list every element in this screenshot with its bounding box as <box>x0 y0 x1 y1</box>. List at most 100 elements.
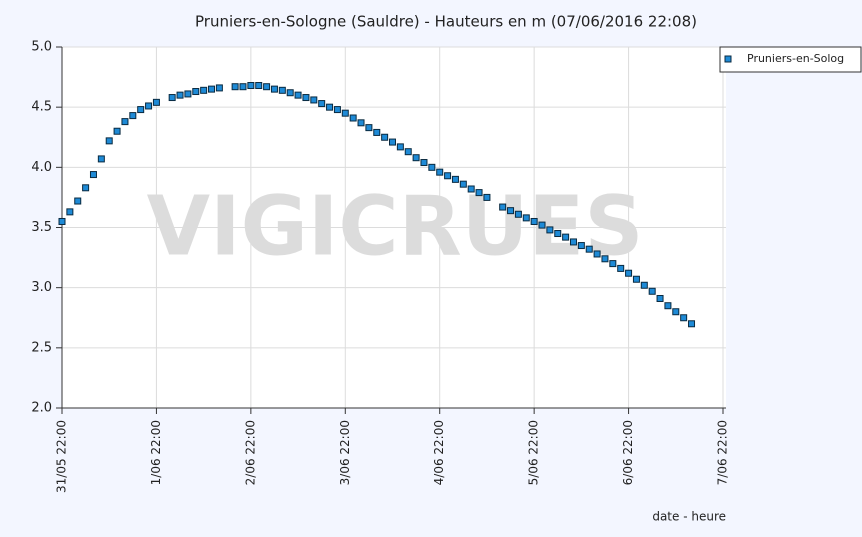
point <box>404 148 412 156</box>
legend-box <box>719 46 862 73</box>
point <box>459 180 467 188</box>
point <box>66 208 74 216</box>
point <box>625 269 633 277</box>
point <box>451 175 459 183</box>
y-tick-label: 3.5 <box>31 220 52 235</box>
point <box>263 83 271 91</box>
point <box>436 168 444 176</box>
point <box>310 96 318 104</box>
point <box>577 242 585 250</box>
point <box>113 127 121 135</box>
x-tick-label: 6/06 22:00 <box>621 420 635 485</box>
point <box>286 89 294 97</box>
y-tick-label: 3.0 <box>31 280 52 295</box>
point <box>530 217 538 225</box>
x-axis-label: date - heure <box>652 510 726 524</box>
point <box>680 314 688 322</box>
point <box>428 163 436 171</box>
y-tick-label: 5.0 <box>31 40 52 55</box>
x-tick-label: 1/06 22:00 <box>149 420 163 485</box>
point <box>97 155 105 163</box>
point <box>302 94 310 102</box>
point <box>58 217 66 225</box>
point <box>89 171 97 179</box>
point <box>467 185 475 193</box>
y-tick-label: 4.5 <box>31 100 52 115</box>
point <box>247 82 255 90</box>
point <box>593 250 601 258</box>
point <box>389 138 396 146</box>
point <box>672 308 680 316</box>
point <box>231 83 239 91</box>
point <box>664 302 672 310</box>
point <box>546 226 554 234</box>
point <box>365 124 373 132</box>
point <box>585 245 593 253</box>
point <box>640 281 648 289</box>
point <box>349 114 357 122</box>
y-tick-label: 4.0 <box>31 160 52 175</box>
point <box>270 85 278 93</box>
point <box>373 128 381 136</box>
x-tick-label: 7/06 22:00 <box>716 420 730 485</box>
point <box>105 137 113 145</box>
point <box>326 103 334 111</box>
point <box>215 84 223 92</box>
point <box>278 86 286 94</box>
point <box>499 203 507 211</box>
point <box>562 233 570 241</box>
legend-marker <box>724 55 732 63</box>
point <box>617 264 625 272</box>
point <box>475 189 483 197</box>
x-tick-label: 2/06 22:00 <box>243 420 257 485</box>
point <box>168 94 176 102</box>
x-tick-label: 4/06 22:00 <box>432 420 446 485</box>
watermark: VIGICRUES <box>147 179 644 274</box>
point <box>420 159 428 167</box>
point <box>176 91 184 99</box>
point <box>184 90 192 98</box>
point <box>554 230 562 238</box>
point <box>538 221 546 229</box>
point <box>333 106 341 114</box>
point <box>569 238 577 246</box>
point <box>208 85 216 93</box>
x-tick-label: 3/06 22:00 <box>338 420 352 485</box>
point <box>192 88 200 96</box>
point <box>412 154 420 162</box>
y-tick-label: 2.0 <box>31 401 52 416</box>
point <box>357 119 365 127</box>
point <box>341 109 349 117</box>
y-tick-label: 2.5 <box>31 340 52 355</box>
point <box>444 172 452 180</box>
point <box>152 98 160 106</box>
point <box>507 207 515 215</box>
point <box>121 118 129 126</box>
point <box>137 106 145 114</box>
point <box>522 214 530 222</box>
point <box>255 82 263 90</box>
point <box>381 133 389 141</box>
point <box>483 193 491 201</box>
x-tick-label: 31/05 22:00 <box>55 420 69 493</box>
point <box>82 184 90 192</box>
point <box>239 83 247 91</box>
chart-title: Pruniers-en-Sologne (Sauldre) - Hauteurs… <box>195 13 697 31</box>
point <box>688 320 696 328</box>
point <box>514 210 522 218</box>
legend-label: Pruniers-en-Solog <box>747 52 844 65</box>
point <box>200 86 208 94</box>
point <box>396 143 404 151</box>
point <box>648 287 656 295</box>
point <box>74 197 82 205</box>
point <box>129 112 137 120</box>
point <box>609 260 617 268</box>
point <box>318 100 326 108</box>
point <box>656 294 664 302</box>
point <box>632 275 640 283</box>
x-tick-label: 5/06 22:00 <box>527 420 541 485</box>
point <box>294 91 302 99</box>
point <box>601 255 609 263</box>
